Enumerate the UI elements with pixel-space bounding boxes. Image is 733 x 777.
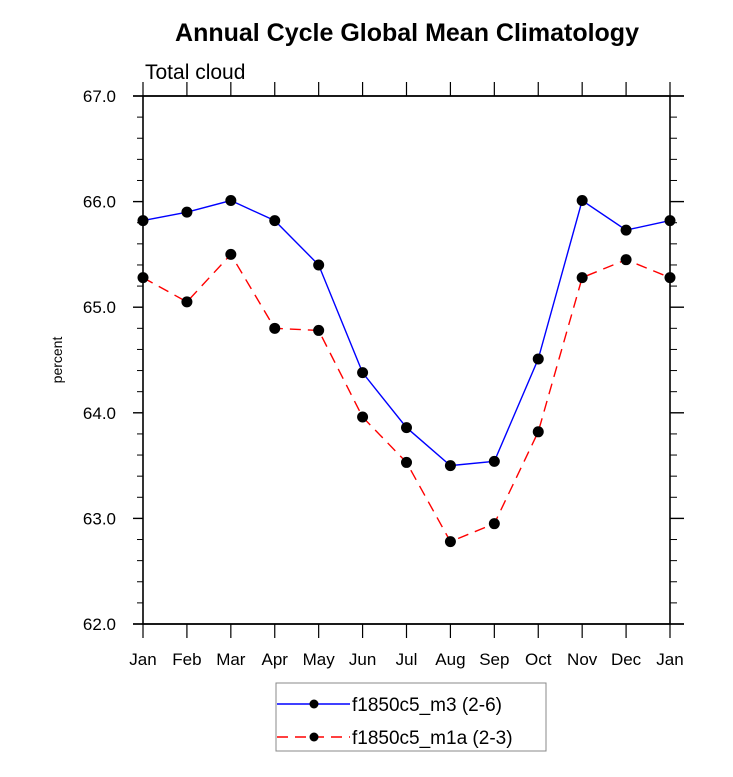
x-tick-label: Jan <box>656 650 683 669</box>
legend-marker-0 <box>309 699 319 709</box>
y-tick-label: 62.0 <box>83 615 116 634</box>
y-tick-label: 65.0 <box>83 298 116 317</box>
data-point <box>401 456 412 468</box>
data-point <box>664 215 676 227</box>
data-point <box>225 248 237 260</box>
data-point <box>181 206 193 218</box>
data-point <box>444 460 456 472</box>
y-tick-label: 67.0 <box>83 87 116 106</box>
y-tick-label: 66.0 <box>83 193 116 212</box>
legend-label-0: f1850c5_m3 (2-6) <box>352 695 502 716</box>
x-tick-label: Dec <box>611 650 642 669</box>
x-tick-label: Jun <box>349 650 376 669</box>
data-point <box>313 259 325 271</box>
legend-box <box>275 682 547 752</box>
legend-item-0: f1850c5_m3 (2-6) <box>277 695 502 716</box>
series-line-1 <box>142 253 671 543</box>
data-point <box>664 272 676 284</box>
legend-marker-1 <box>309 732 319 742</box>
data-point <box>137 272 149 284</box>
data-point <box>269 215 281 227</box>
legend: f1850c5_m3 (2-6) f1850c5_m1a (2-3) <box>275 682 547 752</box>
data-point <box>269 322 281 334</box>
data-point <box>444 536 456 548</box>
legend-label-1: f1850c5_m1a (2-3) <box>352 728 513 749</box>
x-tick-label: Jul <box>396 650 418 669</box>
data-point <box>532 426 544 438</box>
x-tick-label: Aug <box>435 650 465 669</box>
chart-subtitle: Total cloud <box>145 61 245 84</box>
y-axis-label: percent <box>49 337 65 384</box>
plot-frame <box>142 95 671 625</box>
data-point <box>576 272 588 284</box>
series-0 <box>137 195 676 472</box>
axes: Jan Feb Mar Apr May Jun Jul Aug Sep Oct Nov Dec Jan 6… <box>83 82 684 669</box>
x-tick-label: Mar <box>216 650 246 669</box>
data-point <box>620 254 632 266</box>
data-point <box>357 411 369 423</box>
data-point <box>401 422 412 434</box>
data-point <box>576 195 588 207</box>
data-point <box>313 324 325 336</box>
x-tick-label: Feb <box>172 650 201 669</box>
series-layer <box>137 195 676 548</box>
y-tick-label: 64.0 <box>83 404 116 423</box>
data-point <box>225 195 237 207</box>
series-1 <box>137 248 676 548</box>
data-point <box>488 518 500 530</box>
x-tick-label: Jan <box>129 650 156 669</box>
data-point <box>488 455 500 467</box>
x-tick-label: Oct <box>525 650 552 669</box>
x-tick-label: May <box>303 650 336 669</box>
x-tick-label: Apr <box>262 650 289 669</box>
data-point <box>620 224 632 236</box>
data-point <box>532 353 544 365</box>
y-tick-label: 63.0 <box>83 509 116 528</box>
data-point <box>137 215 149 227</box>
chart-title: Annual Cycle Global Mean Climatology <box>175 19 639 47</box>
x-tick-label: Nov <box>567 650 598 669</box>
legend-item-1: f1850c5_m1a (2-3) <box>277 728 513 749</box>
data-point <box>357 367 369 379</box>
data-point <box>181 296 193 308</box>
x-tick-label: Sep <box>479 650 509 669</box>
